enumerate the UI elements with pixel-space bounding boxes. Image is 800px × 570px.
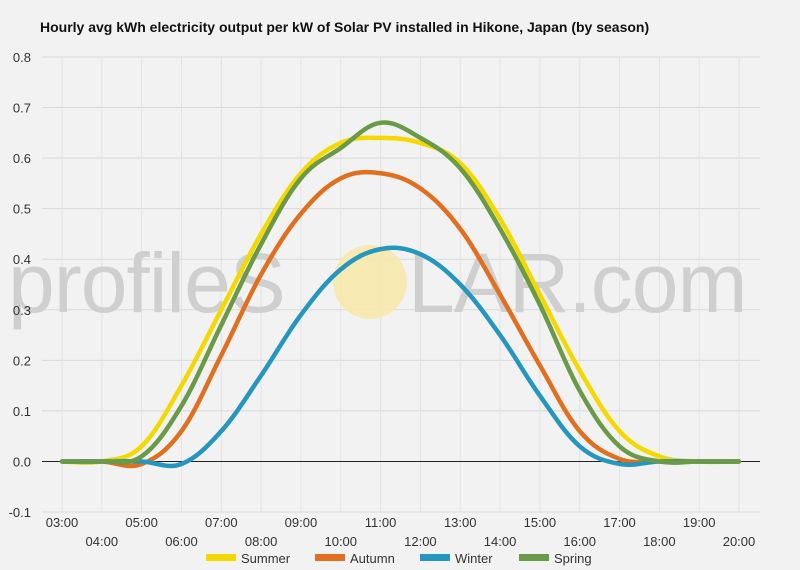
x-tick-label: 19:00 bbox=[683, 515, 716, 530]
x-tick-label: 18:00 bbox=[643, 534, 676, 549]
x-tick-label: 07:00 bbox=[205, 515, 238, 530]
legend-swatch-autumn bbox=[315, 554, 345, 561]
x-tick-label: 16:00 bbox=[563, 534, 596, 549]
x-tick-label: 13:00 bbox=[444, 515, 477, 530]
y-tick-label: -0.1 bbox=[9, 505, 31, 520]
chart-title: Hourly avg kWh electricity output per kW… bbox=[40, 19, 650, 35]
series-line-summer bbox=[59, 135, 742, 465]
x-tick-label: 10:00 bbox=[324, 534, 357, 549]
y-tick-label: 0.6 bbox=[13, 151, 31, 166]
legend-label-spring: Spring bbox=[554, 551, 592, 566]
legend-label-autumn: Autumn bbox=[350, 551, 395, 566]
x-tick-label: 17:00 bbox=[603, 515, 636, 530]
legend-label-winter: Winter bbox=[455, 551, 493, 566]
y-tick-label: 0.1 bbox=[13, 404, 31, 419]
legend: Summer Autumn Winter Spring bbox=[206, 551, 592, 566]
x-tick-label: 06:00 bbox=[165, 534, 198, 549]
x-tick-label: 03:00 bbox=[46, 515, 79, 530]
y-tick-label: 0.7 bbox=[13, 101, 31, 116]
x-tick-label: 20:00 bbox=[723, 534, 756, 549]
series-layer bbox=[59, 120, 742, 469]
x-tick-label: 12:00 bbox=[404, 534, 437, 549]
watermark-suffix: LAR.com bbox=[408, 236, 746, 330]
x-tick-label: 05:00 bbox=[125, 515, 158, 530]
y-tick-label: 0.4 bbox=[13, 252, 31, 267]
series-line-autumn bbox=[59, 169, 742, 469]
legend-swatch-winter bbox=[420, 554, 450, 561]
y-axis: -0.1 0.0 0.1 0.2 0.3 0.4 0.5 0.6 0.7 0.8 bbox=[9, 50, 31, 520]
series-line-winter bbox=[59, 245, 742, 469]
series-line-spring bbox=[59, 120, 742, 465]
y-tick-label: 0.8 bbox=[13, 50, 31, 65]
legend-swatch-spring bbox=[519, 554, 549, 561]
y-tick-label: 0.2 bbox=[13, 353, 31, 368]
x-tick-label: 08:00 bbox=[245, 534, 278, 549]
legend-label-summer: Summer bbox=[241, 551, 291, 566]
grid-layer bbox=[42, 56, 760, 513]
x-tick-label: 11:00 bbox=[365, 515, 397, 530]
x-tick-label: 09:00 bbox=[285, 515, 318, 530]
y-tick-label: 0.0 bbox=[13, 454, 31, 469]
x-tick-label: 15:00 bbox=[524, 515, 557, 530]
y-tick-label: 0.5 bbox=[13, 202, 31, 217]
watermark-sun-icon bbox=[333, 245, 407, 319]
legend-swatch-summer bbox=[206, 554, 236, 561]
x-tick-label: 04:00 bbox=[86, 534, 119, 549]
y-tick-label: 0.3 bbox=[13, 303, 31, 318]
x-tick-label: 14:00 bbox=[484, 534, 517, 549]
x-axis: 03:00 04:00 05:00 06:00 07:00 08:00 09:00 10:00… bbox=[46, 515, 756, 549]
